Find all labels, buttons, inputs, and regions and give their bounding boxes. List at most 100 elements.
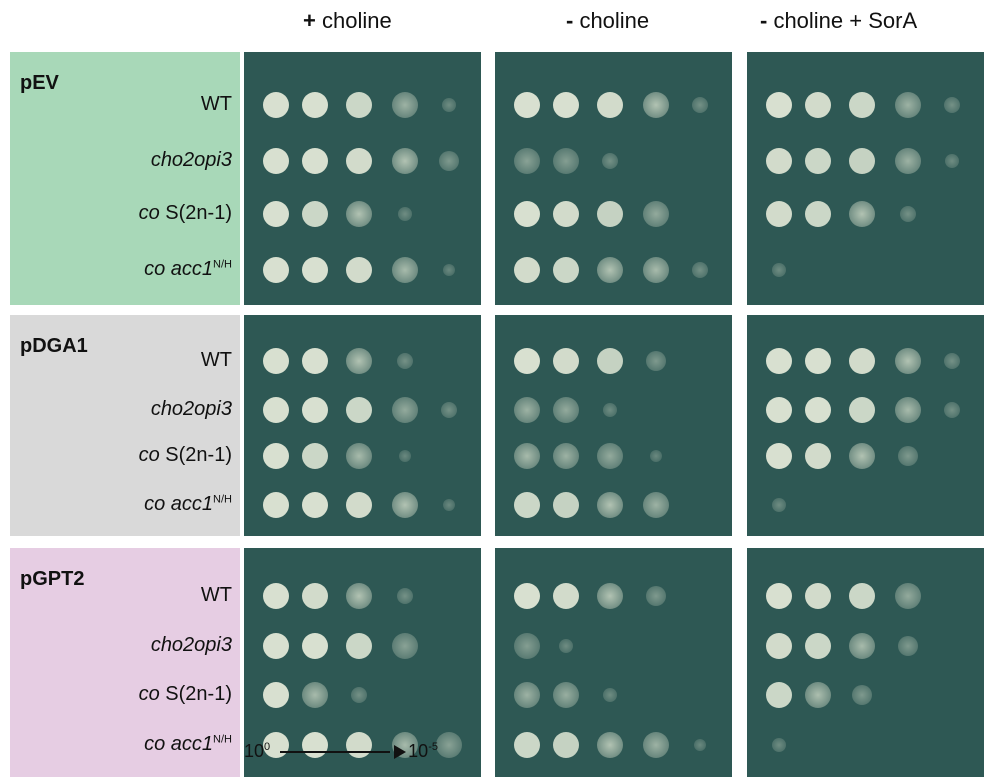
strain-label: cho2opi3 [150, 398, 232, 421]
colony-spot [553, 256, 579, 283]
colony-spot [302, 492, 328, 519]
colony-spot [302, 681, 328, 708]
dilution-scale: 100 10-5 [244, 741, 438, 762]
colony-spot [514, 731, 540, 758]
colony-spot [692, 97, 708, 114]
colony-spot [302, 397, 328, 424]
colony-spot [514, 200, 540, 227]
colony-spot [392, 256, 418, 283]
colony-spot [553, 92, 579, 119]
colony-spot [441, 402, 457, 419]
colony-spot [553, 200, 579, 227]
strain-label: WT [200, 584, 232, 607]
colony-spot [553, 397, 579, 424]
plate-image [495, 52, 732, 305]
colony-spot [597, 200, 623, 227]
colony-spot [302, 147, 328, 174]
arrow-line [280, 751, 391, 754]
colony-spot [597, 583, 623, 610]
colony-spot [849, 583, 875, 610]
colony-spot [643, 492, 669, 519]
colony-spot [895, 147, 921, 174]
colony-spot [944, 402, 960, 419]
colony-spot [514, 147, 540, 174]
colony-spot [849, 92, 875, 119]
colony-spot [263, 200, 289, 227]
colony-spot [346, 256, 372, 283]
panel-label-pEV: pEV WT cho2opi3 co S(2n-1) co acc1N/H [10, 52, 240, 305]
colony-spot [302, 583, 328, 610]
colony-spot [646, 351, 666, 372]
colony-spot [805, 92, 831, 119]
strain-label: co S(2n-1) [138, 682, 232, 705]
colony-spot [302, 256, 328, 283]
colony-spot [559, 639, 573, 654]
colony-spot [436, 731, 462, 758]
colony-spot [514, 492, 540, 519]
arrow-right-icon [394, 745, 407, 760]
colony-spot [805, 348, 831, 375]
scale-end: 10-5 [408, 741, 438, 761]
colony-spot [514, 681, 540, 708]
colony-spot [772, 737, 786, 752]
colony-spot [766, 200, 792, 227]
colony-spot [346, 397, 372, 424]
colony-spot [514, 348, 540, 375]
colony-spot [805, 147, 831, 174]
colony-spot [805, 583, 831, 610]
colony-spot [263, 681, 289, 708]
colony-spot [263, 443, 289, 470]
plate-image [495, 315, 732, 536]
colony-spot [646, 586, 666, 607]
colony-spot [849, 348, 875, 375]
colony-spot [694, 738, 706, 751]
colony-spot [443, 263, 455, 276]
colony-spot [346, 731, 372, 758]
colony-spot [849, 633, 875, 660]
colony-spot [392, 633, 418, 660]
colony-spot [772, 262, 786, 277]
colony-spot [805, 397, 831, 424]
colony-spot [439, 150, 459, 171]
colony-spot [643, 731, 669, 758]
colony-spot [945, 153, 959, 168]
plate-image [747, 548, 984, 777]
plasmid-label: pEV [20, 72, 59, 94]
colony-spot [514, 397, 540, 424]
colony-spot [898, 636, 918, 657]
colony-spot [895, 397, 921, 424]
colony-spot [553, 583, 579, 610]
colony-spot [263, 633, 289, 660]
colony-spot [514, 256, 540, 283]
colony-spot [346, 348, 372, 375]
colony-spot [602, 152, 618, 169]
strain-label: WT [200, 349, 232, 372]
colony-spot [346, 583, 372, 610]
plasmid-label: pGPT2 [20, 568, 85, 590]
colony-spot [392, 92, 418, 119]
colony-spot [597, 492, 623, 519]
colony-spot [263, 92, 289, 119]
colony-spot [898, 446, 918, 467]
column-header-2: - choline [566, 8, 650, 33]
colony-spot [302, 443, 328, 470]
plate-image [495, 548, 732, 777]
colony-spot [442, 98, 456, 113]
plate-image [244, 315, 481, 536]
colony-spot [766, 92, 792, 119]
colony-spot [346, 443, 372, 470]
colony-spot [553, 443, 579, 470]
colony-spot [650, 450, 662, 463]
colony-spot [553, 348, 579, 375]
plate-image [747, 315, 984, 536]
column-header-3: - choline + SorA [760, 8, 918, 33]
colony-spot [597, 731, 623, 758]
colony-spot [263, 731, 289, 758]
colony-spot [392, 492, 418, 519]
colony-spot [302, 348, 328, 375]
colony-spot [603, 403, 617, 418]
colony-spot [351, 686, 367, 703]
plasmid-label: pDGA1 [20, 335, 88, 357]
colony-spot [514, 583, 540, 610]
scale-start: 100 [244, 741, 271, 761]
